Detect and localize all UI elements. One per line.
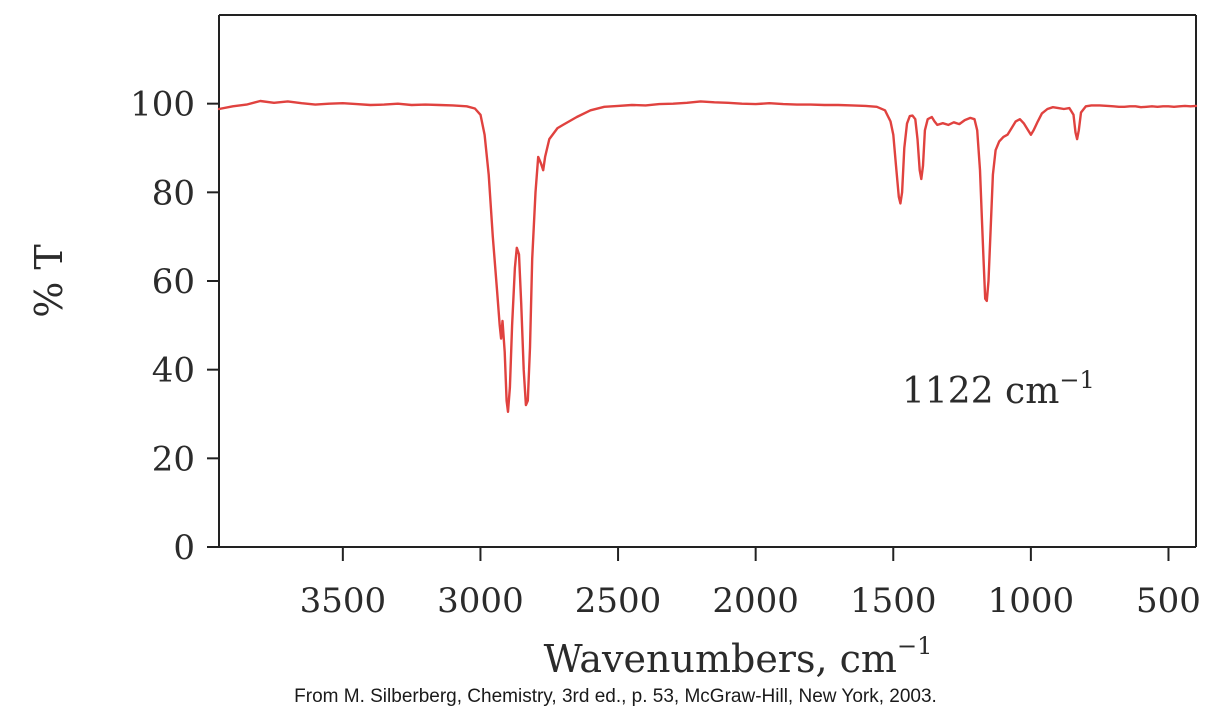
x-tick-label: 3000: [437, 581, 524, 621]
y-tick-label: 20: [152, 439, 195, 479]
y-tick-label: 100: [130, 85, 195, 125]
x-tick-label: 1000: [988, 581, 1075, 621]
y-tick-label: 40: [152, 351, 195, 391]
y-axis-title: % T: [27, 244, 71, 318]
peak-annotation-text: 1122 cm: [902, 371, 1059, 412]
x-tick-label: 2000: [712, 581, 799, 621]
x-tick-label: 500: [1136, 581, 1201, 621]
x-axis-title: Wavenumbers, cm−1: [544, 632, 933, 681]
x-axis-title-exponent: −1: [897, 632, 932, 660]
peak-annotation-exponent: −1: [1059, 366, 1094, 394]
series-line-transmittance: [217, 99, 1198, 413]
x-tick-label: 3500: [300, 581, 387, 621]
ir-spectrum-chart: 0 20 40 60 80 100 3500 3000 2500 2000 1500 1000 500…: [27, 14, 1201, 681]
x-tick-label: 1500: [850, 581, 937, 621]
y-tick-label: 0: [173, 528, 195, 568]
x-tick-label: 2500: [575, 581, 662, 621]
x-axis-title-text: Wavenumbers, cm: [544, 637, 897, 681]
y-tick-label: 80: [152, 173, 195, 213]
x-axis-ticks: 3500 3000 2500 2000 1500 1000 500: [300, 547, 1201, 621]
plot-frame: [218, 14, 1197, 548]
y-axis-ticks: 0 20 40 60 80 100: [130, 85, 219, 568]
source-caption: From M. Silberberg, Chemistry, 3rd ed., …: [294, 686, 937, 707]
peak-annotation: 1122 cm−1: [902, 366, 1095, 412]
y-tick-label: 60: [152, 262, 195, 302]
